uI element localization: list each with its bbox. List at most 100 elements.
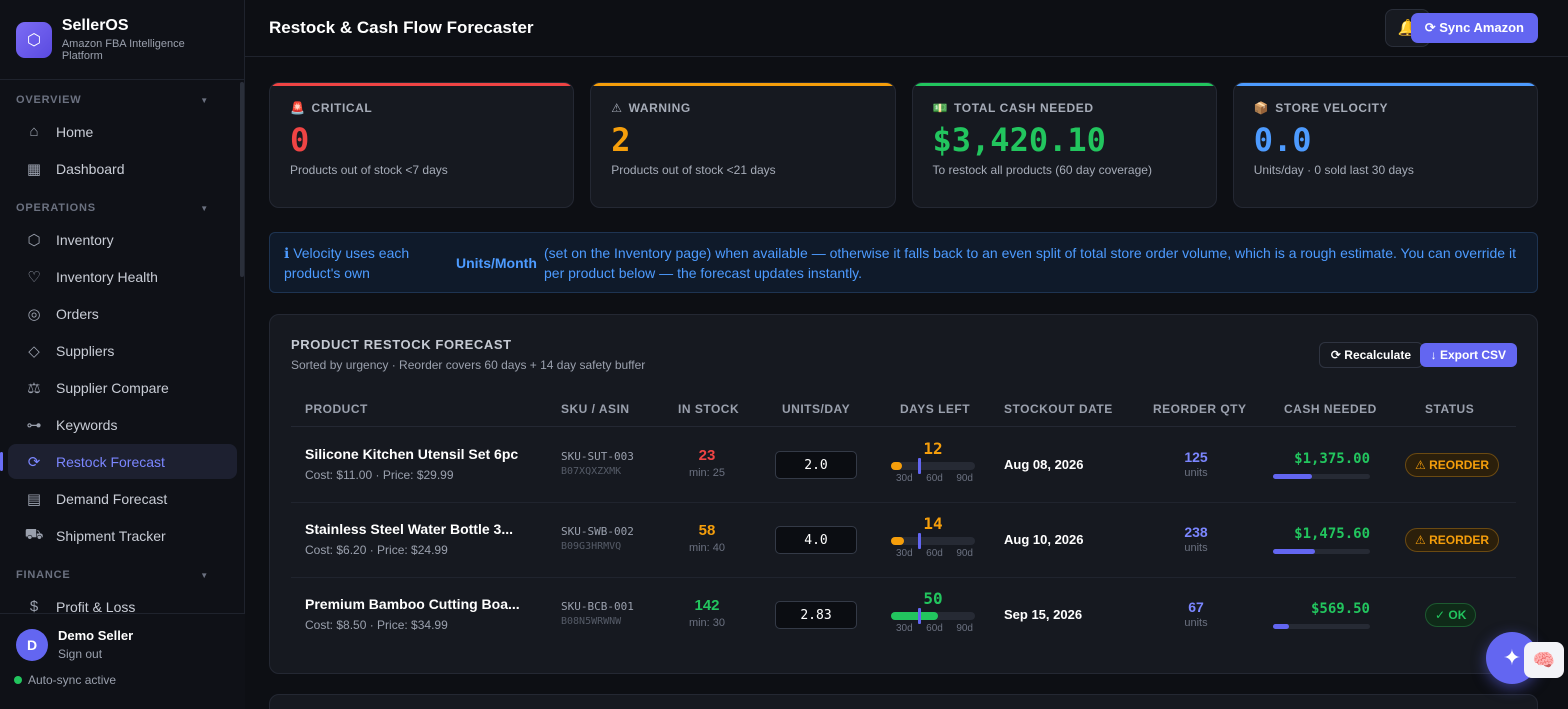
check-circle-icon: ◎ [27, 305, 41, 323]
30-day-marker [918, 533, 921, 549]
stockout-date: Aug 10, 2026 [1004, 532, 1084, 547]
sidebar-item-demand-forecast[interactable]: ▤ Demand Forecast [8, 481, 237, 516]
product-name[interactable]: Silicone Kitchen Utensil Set 6pc [305, 446, 519, 462]
product-cell: Stainless Steel Water Bottle 3... Cost: $… [305, 521, 513, 557]
cash-needed: $1,475.60 [1294, 526, 1370, 542]
sidebar-item-label: Orders [56, 305, 99, 322]
info-text-units: Units/Month [456, 254, 537, 271]
sidebar-item-inventory-health[interactable]: ♡ Inventory Health [8, 259, 237, 294]
sidebar-item-keywords[interactable]: ⊶ Keywords [8, 407, 237, 442]
product-name[interactable]: Premium Bamboo Cutting Boa... [305, 596, 520, 612]
30-day-marker [918, 458, 921, 474]
days-left-cell: 50 30d 60d 90d [891, 589, 975, 634]
nav-section-operations[interactable]: OPERATIONS ▼ [0, 198, 245, 218]
units-per-day-input[interactable]: 2.83 [775, 601, 857, 629]
sidebar-item-shipment-tracker[interactable]: ⛟ Shipment Tracker [8, 518, 237, 553]
product-cell: Silicone Kitchen Utensil Set 6pc Cost: $1… [305, 446, 518, 482]
card-label: 📦 STORE VELOCITY [1253, 101, 1389, 115]
column-header-reorder-qty[interactable]: REORDER QTY [1153, 402, 1247, 416]
sync-amazon-button[interactable]: ⟳ Sync Amazon [1410, 13, 1538, 43]
reorder-unit: units [1184, 467, 1208, 479]
chevron-down-icon: ▼ [200, 570, 209, 580]
sidebar-item-restock-forecast[interactable]: ⟳ Restock Forecast [0, 444, 237, 479]
table-row[interactable]: Stainless Steel Water Bottle 3... Cost: $… [291, 503, 1516, 578]
sync-status-label: Auto-sync active [28, 673, 117, 687]
table-header: PRODUCT SKU / ASIN IN STOCK UNITS/DAY DAYS L… [291, 395, 1516, 427]
tick-label: 60d [926, 473, 943, 484]
reorder-cell: 125 units [1166, 449, 1226, 479]
status-badge: ✓ OK [1425, 603, 1477, 627]
days-left-bar [891, 533, 975, 549]
tick-label: 90d [956, 548, 973, 559]
card-total-cash-needed: 💵 TOTAL CASH NEEDED $3,420.10 To restock al… [911, 82, 1217, 208]
nav-section-label: OVERVIEW [16, 94, 82, 106]
sidebar-item-label: Shipment Tracker [56, 527, 166, 544]
reorder-qty: 125 [1184, 449, 1208, 465]
days-left-cell: 14 30d 60d 90d [891, 514, 975, 559]
heart-icon: ♡ [27, 268, 41, 286]
column-header-status[interactable]: STATUS [1425, 402, 1475, 416]
sidebar-item-orders[interactable]: ◎ Orders [8, 296, 237, 331]
column-header-units-day[interactable]: UNITS/DAY [782, 402, 851, 416]
column-header-cash-needed[interactable]: CASH NEEDED [1284, 402, 1377, 416]
sku-cell: SKU-SWB-002 B09G3HRMVQ [561, 525, 634, 552]
sidebar-item-label: Dashboard [56, 160, 125, 177]
in-stock-value: 142 [694, 597, 720, 614]
card-label: 💵 TOTAL CASH NEEDED [932, 101, 1094, 115]
stockout-date: Sep 15, 2026 [1004, 607, 1083, 622]
next-panel [269, 694, 1538, 709]
units-per-day-input[interactable]: 4.0 [775, 526, 857, 554]
tick-label: 30d [896, 473, 913, 484]
sidebar-item-home[interactable]: ⌂ Home [8, 114, 237, 149]
column-header-stockout-date[interactable]: STOCKOUT DATE [1004, 402, 1113, 416]
dollar-icon: $ [29, 598, 39, 613]
card-icon: 🚨 [290, 101, 306, 115]
avatar[interactable]: D [16, 628, 48, 661]
diamond-icon: ◇ [28, 342, 40, 360]
cash-cell: $569.50 [1273, 601, 1370, 629]
sidebar-item-suppliers[interactable]: ◇ Suppliers [8, 333, 237, 368]
column-header-sku-asin[interactable]: SKU / ASIN [561, 402, 630, 416]
column-header-in-stock[interactable]: IN STOCK [678, 402, 740, 416]
nav-section-finance[interactable]: FINANCE ▼ [0, 565, 245, 585]
days-left-bar [891, 608, 975, 624]
sidebar-item-inventory[interactable]: ⬡ Inventory [8, 222, 237, 257]
days-left-bar [891, 458, 975, 474]
brand[interactable]: ⬡ SellerOS Amazon FBA Intelligence Platf… [0, 0, 244, 80]
reorder-cell: 67 units [1166, 599, 1226, 629]
units-per-day-input[interactable]: 2.0 [775, 451, 857, 479]
box-icon: ⬡ [27, 231, 41, 249]
cash-cell: $1,375.00 [1273, 451, 1370, 479]
cash-bar-fill [1273, 624, 1289, 629]
nav-section-overview[interactable]: OVERVIEW ▼ [0, 90, 245, 110]
card-value: 0 [290, 121, 310, 159]
sidebar-item-label: Supplier Compare [56, 379, 169, 396]
card-subtext: Products out of stock <21 days [611, 163, 776, 177]
in-stock-value: 58 [698, 522, 716, 539]
sidebar-item-label: Suppliers [56, 342, 115, 359]
recalculate-button[interactable]: ⟳ Recalculate [1318, 342, 1423, 368]
stock-cell: 23 min: 25 [677, 447, 737, 479]
export-csv-button[interactable]: ↓ Export CSV [1419, 343, 1517, 367]
sparkle-icon: ✦ [1502, 645, 1522, 670]
product-cost: Cost: $8.50 · Price: $34.99 [305, 618, 448, 632]
sidebar-item-profit-loss[interactable]: $ Profit & Loss [8, 589, 237, 613]
sidebar-nav: OVERVIEW ▼ ⌂ Home ▦ Dashboard OPERATIONS ▼ ⬡ Inve… [0, 80, 245, 613]
card-subtext: To restock all products (60 day coverage… [932, 163, 1152, 177]
table-row[interactable]: Premium Bamboo Cutting Boa... Cost: $8.50… [291, 578, 1516, 653]
product-name[interactable]: Stainless Steel Water Bottle 3... [305, 521, 513, 537]
column-header-product[interactable]: PRODUCT [305, 402, 368, 416]
table-row[interactable]: Silicone Kitchen Utensil Set 6pc Cost: $1… [291, 428, 1516, 503]
info-text-3: (set on the Inventory page) when availab… [544, 245, 1516, 281]
sign-out-link[interactable]: Sign out [58, 647, 103, 661]
sidebar-item-supplier-compare[interactable]: ⚖ Supplier Compare [8, 370, 237, 405]
card-value: $3,420.10 [932, 121, 1106, 159]
truck-icon: ⛟ [24, 526, 44, 543]
sidebar-item-dashboard[interactable]: ▦ Dashboard [8, 151, 237, 186]
reorder-qty: 67 [1188, 599, 1204, 615]
asin: B07XQXZXMK [561, 466, 622, 477]
brain-extension-button[interactable]: 🧠 [1524, 642, 1564, 678]
column-header-days-left[interactable]: DAYS LEFT [900, 402, 971, 416]
sku: SKU-BCB-001 [561, 600, 634, 613]
sidebar-scrollbar[interactable] [240, 82, 244, 277]
